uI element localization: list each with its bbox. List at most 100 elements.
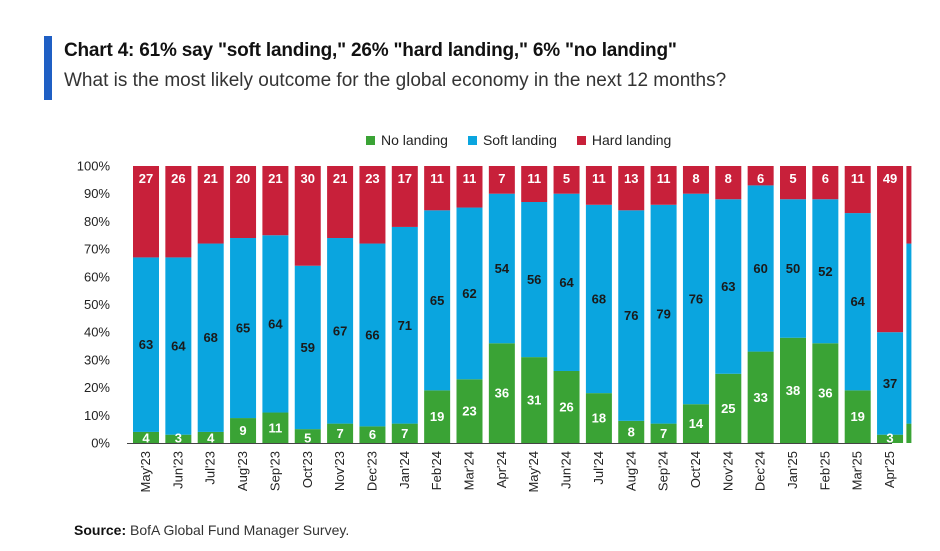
legend-swatch-soft-landing [467, 135, 477, 145]
partial-bar-segment-hard-landing [906, 166, 912, 244]
bar-segment-no-landing [262, 412, 289, 443]
data-label-no-landing: 31 [527, 393, 541, 408]
bar-segment-soft-landing [553, 193, 580, 371]
data-label-no-landing: 3 [175, 431, 182, 446]
bar-segment-hard-landing [585, 166, 612, 205]
data-label-hard-landing: 13 [624, 171, 638, 186]
data-label-no-landing: 7 [660, 426, 667, 441]
bar-segment-hard-landing [327, 166, 354, 239]
x-tick-label: Jul'24 [591, 451, 606, 485]
x-tick-label: Nov'23 [332, 451, 347, 491]
x-tick-label: May'24 [526, 451, 541, 493]
y-tick-label: 10% [84, 408, 110, 423]
chart-subtitle: What is the most likely outcome for the … [64, 70, 727, 91]
data-label-soft-landing: 68 [203, 330, 217, 345]
bar-segment-hard-landing [424, 166, 451, 211]
bar-segment-soft-landing [391, 226, 418, 424]
bar-segment-hard-landing [747, 166, 774, 186]
data-label-no-landing: 14 [689, 416, 704, 431]
bar-segment-hard-landing [294, 166, 321, 266]
x-tick-label: Aug'23 [235, 451, 250, 491]
legend-label-no-landing: No landing [381, 132, 448, 148]
x-tick-label: Feb'25 [817, 451, 832, 490]
bar-segment-no-landing [715, 373, 742, 443]
legend-label-hard-landing: Hard landing [591, 132, 672, 148]
bar-segment-soft-landing [456, 207, 483, 380]
data-label-no-landing: 18 [592, 411, 606, 426]
bar-segment-hard-landing [682, 166, 709, 194]
data-label-hard-landing: 11 [592, 171, 606, 186]
data-label-hard-landing: 11 [851, 171, 865, 186]
legend-item-no-landing: No landing [366, 132, 448, 148]
bar-segment-soft-landing [747, 185, 774, 352]
bar-segment-soft-landing [844, 213, 871, 391]
bar-segment-no-landing [650, 423, 677, 443]
x-tick-label: Nov'24 [720, 451, 735, 491]
x-tick-label: Apr'24 [494, 451, 509, 488]
bar-segment-hard-landing [780, 166, 806, 200]
bar-segment-soft-landing [812, 199, 839, 344]
data-label-no-landing: 4 [207, 431, 215, 446]
data-label-no-landing: 6 [369, 427, 376, 442]
bar-segment-no-landing [747, 351, 774, 443]
data-label-soft-landing: 71 [398, 318, 412, 333]
legend-label-soft-landing: Soft landing [482, 132, 557, 148]
y-tick-label: 50% [84, 297, 110, 312]
bar-segment-soft-landing [780, 199, 806, 338]
source-note: Source: BofA Global Fund Manager Survey. [74, 522, 349, 538]
data-label-hard-landing: 11 [430, 171, 444, 186]
x-tick-label: Sep'24 [656, 451, 671, 491]
x-tick-label: Oct'23 [300, 451, 315, 488]
x-tick-label: Jan'25 [785, 451, 800, 489]
bar-segment-soft-landing [197, 243, 224, 432]
bar-segment-no-landing [359, 426, 386, 443]
data-label-hard-landing: 23 [365, 171, 379, 186]
data-label-hard-landing: 5 [789, 171, 796, 186]
y-tick-label: 20% [84, 380, 110, 395]
bar-segment-no-landing [844, 390, 871, 443]
bar-segment-soft-landing [650, 204, 677, 424]
x-tick-label: Jun'24 [559, 451, 574, 489]
data-label-soft-landing: 62 [462, 286, 476, 301]
bar-segment-no-landing [618, 420, 645, 443]
data-label-no-landing: 36 [818, 386, 832, 401]
bar-segment-no-landing [391, 423, 418, 443]
data-label-hard-landing: 49 [883, 171, 897, 186]
data-label-hard-landing: 11 [527, 171, 541, 186]
bar-segment-no-landing [456, 379, 483, 443]
bar-segment-soft-landing [424, 210, 451, 391]
data-label-no-landing: 11 [269, 420, 283, 435]
bar-segment-soft-landing [327, 238, 354, 424]
data-label-soft-landing: 79 [656, 307, 670, 322]
bar-segment-hard-landing [650, 166, 677, 205]
data-label-hard-landing: 7 [498, 171, 505, 186]
bar-segment-soft-landing [682, 193, 709, 405]
data-label-hard-landing: 20 [236, 171, 250, 186]
chart-legend: No landing Soft landing Hard landing [366, 132, 671, 148]
y-tick-label: 70% [84, 242, 110, 257]
chart-title: Chart 4: 61% say "soft landing," 26% "ha… [64, 40, 677, 61]
x-tick-label: Jul'23 [203, 451, 218, 485]
bar-segment-soft-landing [230, 238, 257, 419]
data-label-no-landing: 4 [142, 431, 150, 446]
data-label-hard-landing: 6 [822, 171, 829, 186]
bar-segment-hard-landing [391, 166, 418, 227]
data-label-hard-landing: 11 [657, 171, 671, 186]
bar-segment-no-landing [780, 337, 806, 443]
bar-segment-soft-landing [877, 332, 904, 435]
x-tick-label: Jan'24 [397, 451, 412, 489]
x-tick-label: Apr'25 [882, 451, 897, 488]
bar-segment-soft-landing [618, 210, 645, 421]
bar-segment-no-landing [424, 390, 451, 443]
data-label-soft-landing: 76 [689, 291, 703, 306]
data-label-soft-landing: 67 [333, 323, 347, 338]
data-label-soft-landing: 66 [365, 327, 379, 342]
data-label-no-landing: 9 [239, 423, 246, 438]
bar-segment-hard-landing [521, 166, 548, 203]
data-label-soft-landing: 52 [818, 264, 832, 279]
data-label-soft-landing: 63 [139, 337, 153, 352]
bar-segment-hard-landing [359, 166, 386, 244]
data-label-soft-landing: 59 [301, 340, 315, 355]
bar-segment-soft-landing [585, 204, 612, 394]
